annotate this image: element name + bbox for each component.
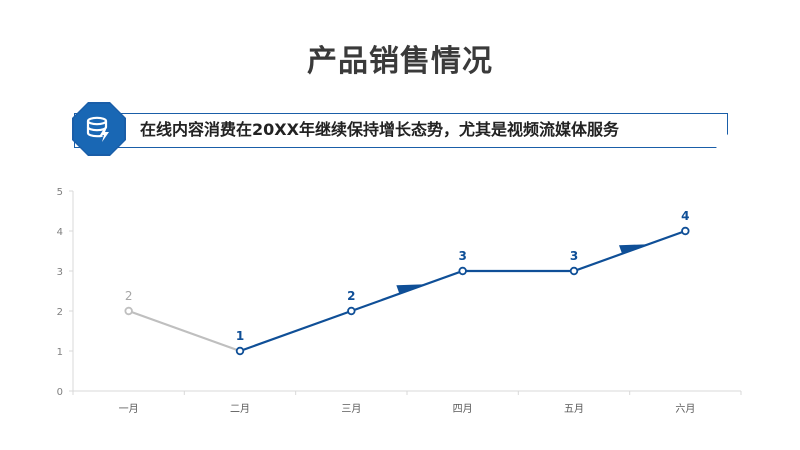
data-point bbox=[681, 226, 690, 236]
chart-axes: 0 1 2 3 4 5 一月 二月 三月 四月 五月 六月 bbox=[57, 187, 742, 415]
data-label: 4 bbox=[681, 209, 689, 223]
data-label: 1 bbox=[236, 329, 244, 343]
data-point bbox=[124, 306, 133, 316]
data-point bbox=[458, 266, 467, 276]
x-tick-label: 六月 bbox=[675, 403, 695, 415]
y-tick-label: 5 bbox=[57, 187, 63, 198]
y-tick-label: 2 bbox=[57, 307, 63, 318]
trend-arrow-shape bbox=[619, 244, 649, 254]
series-line-gray bbox=[128, 309, 241, 353]
data-point bbox=[569, 266, 579, 276]
trend-arrow-shape bbox=[396, 284, 426, 294]
y-tick-label: 3 bbox=[57, 267, 63, 278]
x-tick-label: 三月 bbox=[341, 403, 361, 415]
data-label: 2 bbox=[347, 289, 355, 303]
y-tick-label: 0 bbox=[57, 387, 63, 398]
data-point bbox=[347, 306, 356, 316]
data-label: 3 bbox=[458, 249, 466, 263]
x-tick-label: 二月 bbox=[230, 403, 250, 415]
x-tick-label: 五月 bbox=[564, 403, 584, 415]
data-label: 2 bbox=[125, 289, 133, 303]
trend-arrow-icon bbox=[619, 244, 649, 254]
subtitle-text: 在线内容消费在20XX年继续保持增长态势，尤其是视频流媒体服务 bbox=[140, 120, 619, 139]
y-tick-label: 1 bbox=[57, 347, 63, 358]
y-tick-label: 4 bbox=[57, 227, 63, 238]
data-point bbox=[235, 346, 245, 356]
subtitle-banner bbox=[74, 113, 728, 148]
data-label: 3 bbox=[570, 249, 578, 263]
page-title: 产品销售情况 bbox=[307, 44, 493, 79]
chart-series bbox=[124, 226, 690, 356]
x-tick-label: 四月 bbox=[453, 403, 473, 415]
database-lightning-icon bbox=[72, 102, 126, 156]
chart-data-labels: 2 1 2 3 3 4 bbox=[125, 209, 690, 343]
trend-arrow-icon bbox=[396, 284, 426, 294]
x-tick-label: 一月 bbox=[119, 403, 139, 415]
